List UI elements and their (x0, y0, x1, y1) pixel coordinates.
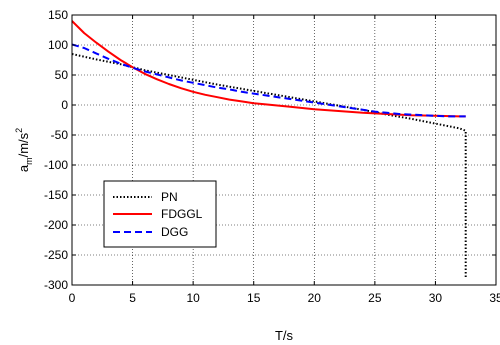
series-line-fdggl (71, 20, 466, 118)
y-tick-label: 150 (48, 8, 68, 22)
y-tick-label: 50 (55, 68, 69, 82)
y-tick-label: -100 (44, 158, 68, 172)
legend-label-pn: PN (161, 190, 178, 204)
x-axis-label: T/s (275, 328, 294, 343)
y-tick-label: -150 (44, 188, 68, 202)
y-tick-label: 0 (61, 98, 68, 112)
y-tick-label: -250 (44, 248, 68, 262)
legend: PN FDGGL DGG (103, 180, 217, 248)
y-tick-label: 100 (48, 38, 68, 52)
y-tick-label: -300 (44, 278, 68, 292)
y-axis-label: am/m/s2 (14, 128, 34, 172)
x-tick-label: 20 (308, 291, 322, 305)
y-tick-labels: 150 100 50 0 -50 -100 -150 -200 -250 -300 (44, 8, 68, 292)
x-tick-label: 5 (129, 291, 136, 305)
plot-frame (71, 14, 497, 286)
x-tick-label: 0 (69, 291, 76, 305)
x-tick-label: 30 (429, 291, 443, 305)
y-tick-label: -50 (51, 128, 69, 142)
x-tick-label: 10 (186, 291, 200, 305)
legend-label-dgg: DGG (161, 225, 188, 239)
legend-label-fdggl: FDGGL (161, 207, 203, 221)
x-tick-label: 25 (368, 291, 382, 305)
x-tick-labels: 0 5 10 15 20 25 30 35 (69, 291, 500, 305)
x-tick-label: 15 (247, 291, 261, 305)
series-group (71, 20, 467, 279)
ticks (71, 14, 497, 286)
series-line-dgg (71, 43, 466, 118)
y-tick-label: -200 (44, 218, 68, 232)
x-tick-label: 35 (489, 291, 500, 305)
